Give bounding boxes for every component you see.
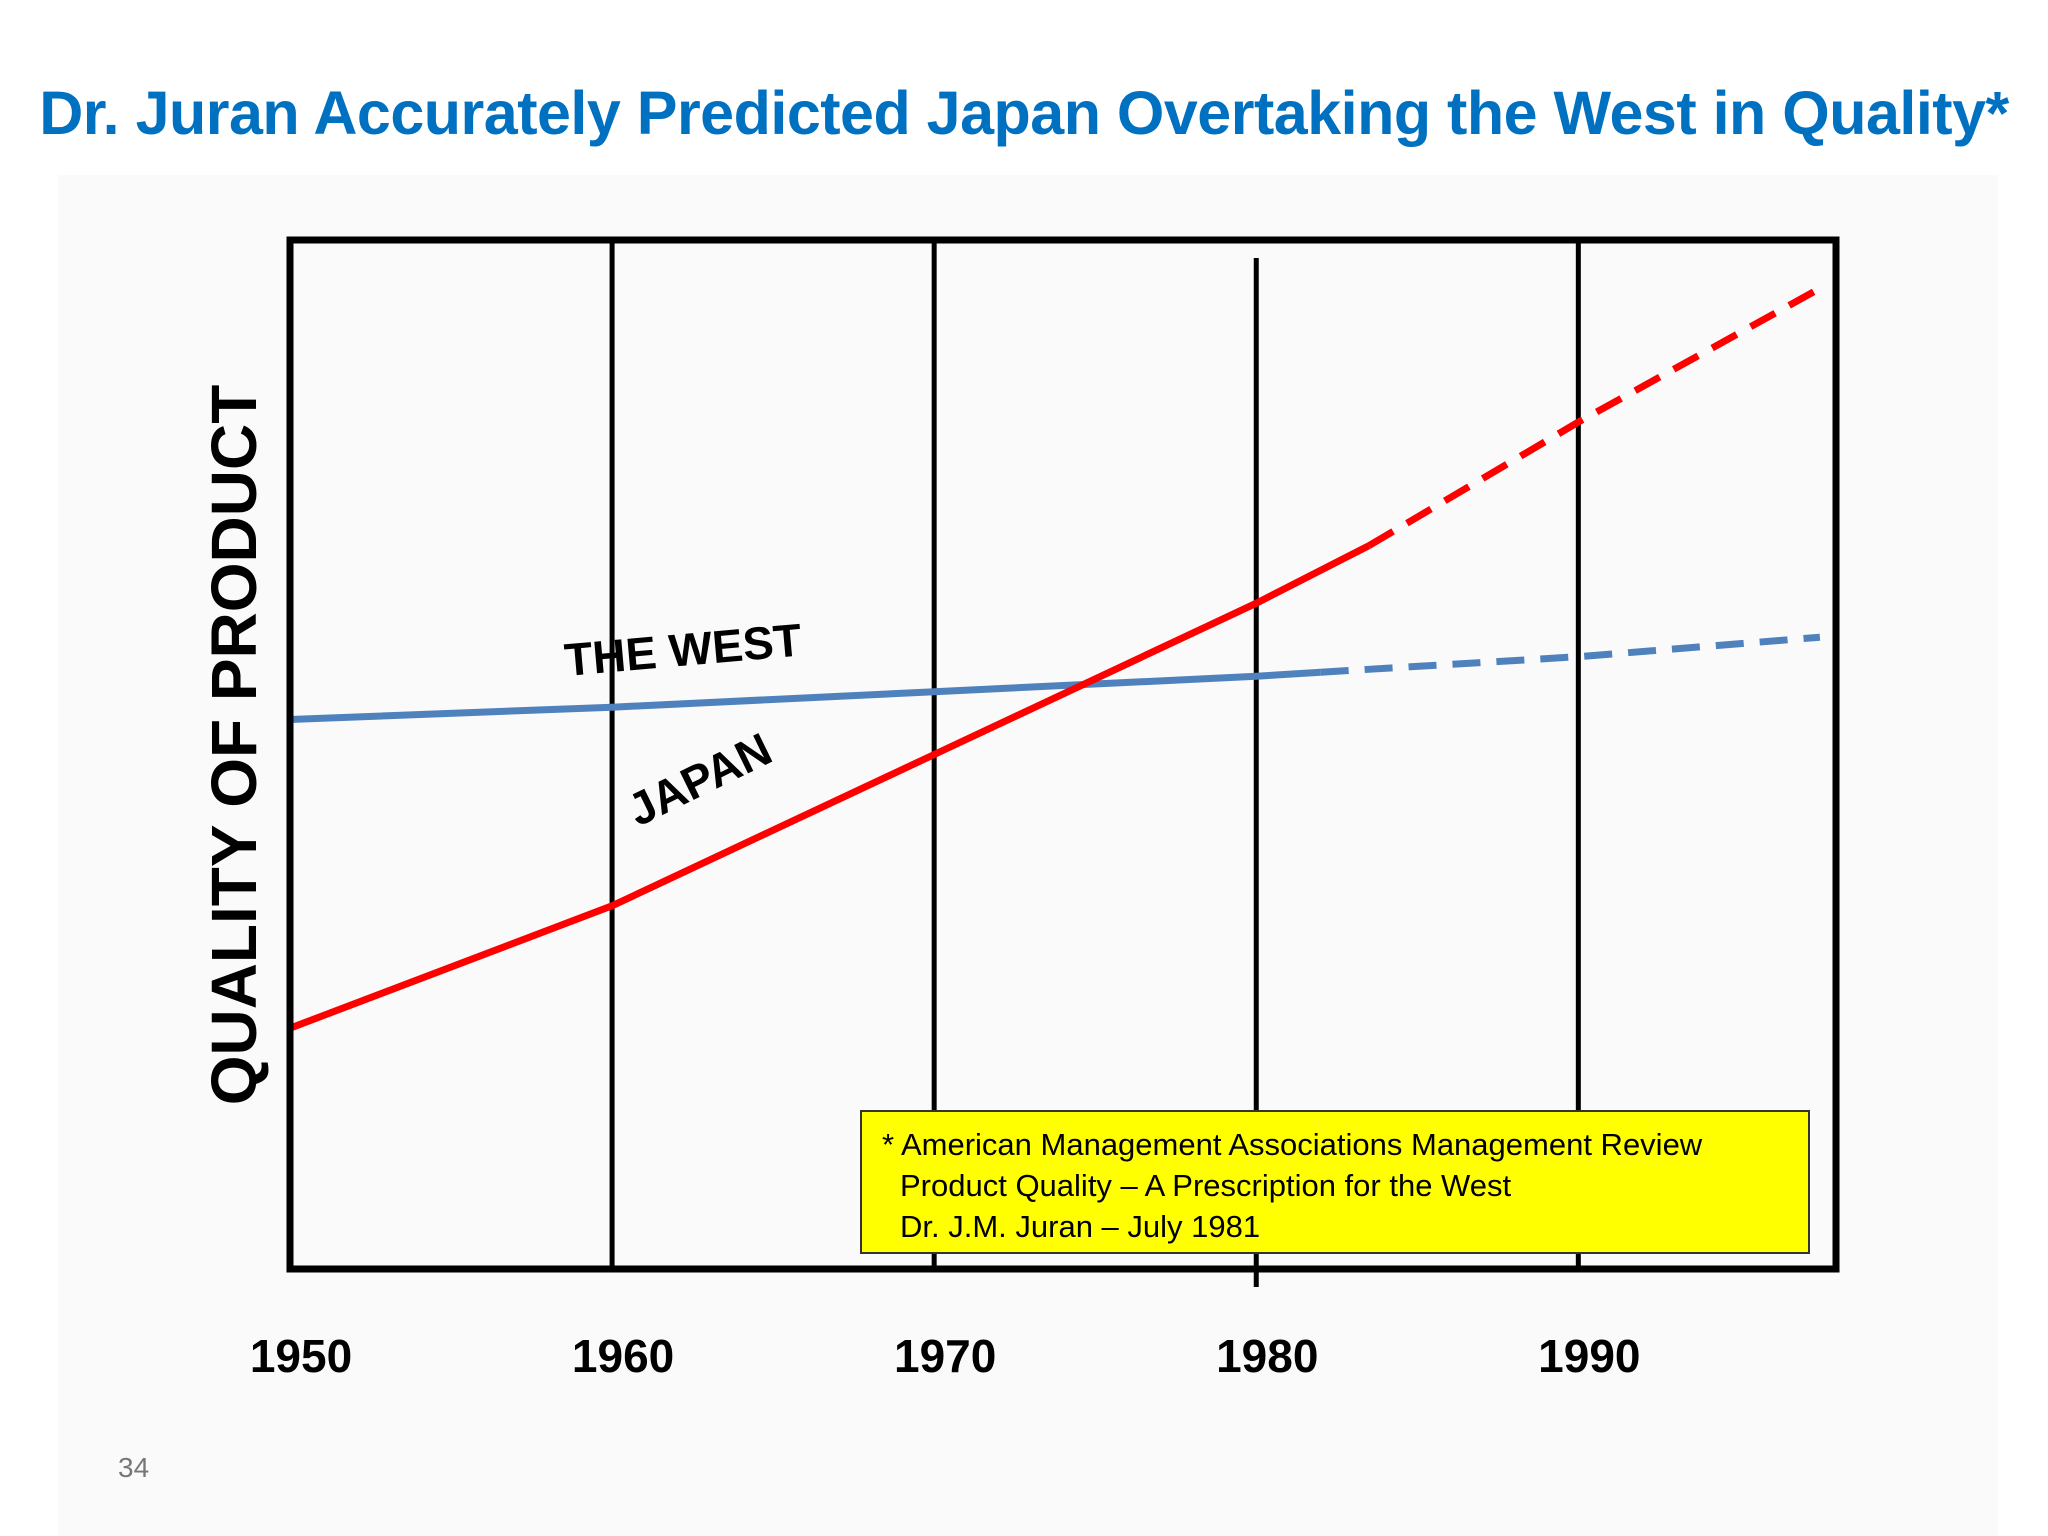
x-tick-labels: 1950 1960 1970 1980 1990 xyxy=(250,1330,1641,1382)
series-line-the-west xyxy=(289,668,1321,723)
page-number: 34 xyxy=(118,1452,150,1483)
source-note: * American Management Associations Manag… xyxy=(860,1110,1810,1254)
y-axis-label: QUALITY OF PRODUCT xyxy=(198,385,270,1106)
chart-panel xyxy=(58,175,1998,1536)
x-tick-label-1960: 1960 xyxy=(572,1330,674,1382)
series-lines xyxy=(288,285,1822,1032)
series-label-west: THE WEST xyxy=(562,613,803,686)
source-note-line-1: * American Management Associations Manag… xyxy=(882,1127,1703,1162)
series-label-japan: JAPAN xyxy=(620,722,780,836)
x-tick-label-1990: 1990 xyxy=(1538,1330,1640,1382)
x-tick-label-1970: 1970 xyxy=(894,1330,996,1382)
x-tick-label-1950: 1950 xyxy=(250,1330,352,1382)
plot-frame xyxy=(286,236,1840,1273)
slide-title: Dr. Juran Accurately Predicted Japan Ove… xyxy=(39,79,2009,147)
series-projection-the-west xyxy=(1320,633,1821,676)
source-note-line-3: Dr. J.M. Juran – July 1981 xyxy=(900,1209,1261,1244)
series-projection-japan xyxy=(1367,285,1822,549)
source-note-line-2: Product Quality – A Prescription for the… xyxy=(900,1168,1512,1203)
series-line-japan xyxy=(288,542,1371,1032)
x-tick-label-1980: 1980 xyxy=(1216,1330,1318,1382)
